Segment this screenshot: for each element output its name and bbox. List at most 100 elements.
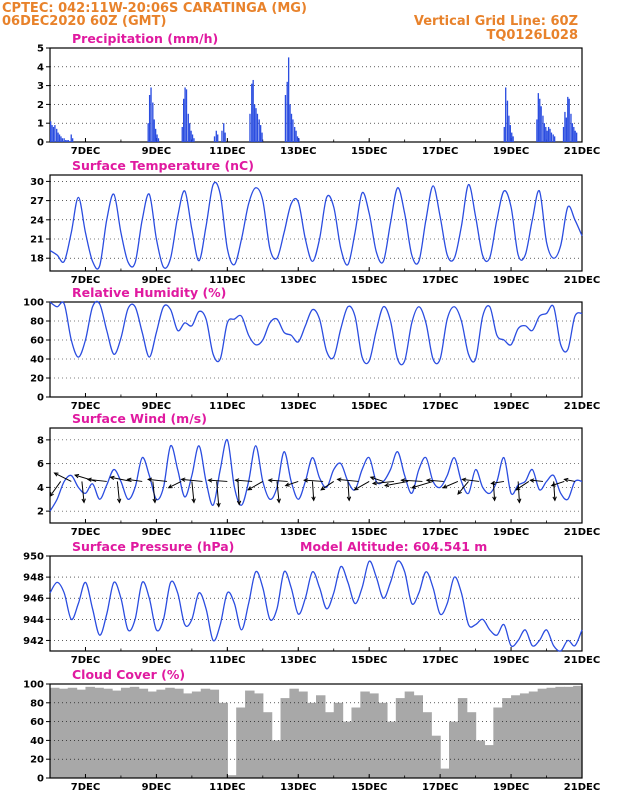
wind-arrow bbox=[247, 481, 264, 491]
precip-bar bbox=[69, 141, 71, 142]
wind-arrow-head bbox=[303, 478, 309, 483]
precip-bar bbox=[148, 95, 151, 142]
y-tick-label: 0 bbox=[37, 393, 44, 404]
wind-arrow-head bbox=[371, 481, 377, 486]
precip-bar bbox=[284, 95, 287, 142]
x-tick-label: 11DEC bbox=[209, 782, 245, 793]
cloud-bar bbox=[191, 691, 202, 778]
wind-arrow-head bbox=[492, 496, 497, 502]
wind-arrow-head bbox=[276, 498, 281, 504]
wind-arrow-head bbox=[207, 478, 213, 483]
y-tick-label: 8 bbox=[37, 435, 44, 446]
cloud-bar bbox=[564, 686, 574, 778]
precip-bar bbox=[553, 136, 556, 142]
y-tick-label: 0 bbox=[37, 138, 44, 149]
precip-bar bbox=[217, 134, 219, 142]
precip-bar bbox=[570, 113, 572, 142]
wind-arrow-head bbox=[86, 477, 92, 482]
y-tick-label: 2 bbox=[37, 507, 44, 518]
precip-bar bbox=[70, 134, 72, 142]
panel-humidity: 0 20 40 60 80 100 7DEC 9DEC 11DEC 13DEC 15DEC 17DEC… bbox=[23, 285, 600, 412]
precip-bar bbox=[57, 132, 59, 142]
cloud-bar bbox=[67, 687, 78, 778]
y-tick-label: 2 bbox=[37, 100, 44, 111]
cloud-bar bbox=[200, 688, 211, 778]
x-tick-label: 13DEC bbox=[280, 655, 316, 666]
panel-title: Surface Pressure (hPa) bbox=[72, 539, 234, 554]
precip-bar bbox=[258, 119, 260, 142]
cloud-bar bbox=[422, 712, 432, 778]
wind-arrow bbox=[74, 474, 97, 482]
x-tick-label: 17DEC bbox=[422, 655, 458, 666]
cloud-bar bbox=[209, 689, 220, 778]
precip-bar bbox=[56, 128, 58, 142]
cloud-bar bbox=[324, 712, 335, 778]
precip-bar bbox=[189, 123, 191, 142]
wind-arrow bbox=[191, 481, 195, 503]
x-tick-label: 13DEC bbox=[280, 782, 316, 793]
wind-arrow bbox=[148, 478, 168, 482]
cloud-bar bbox=[85, 686, 95, 778]
wind-line bbox=[49, 439, 583, 512]
cloud-bar bbox=[76, 689, 87, 778]
precip-bar bbox=[67, 140, 70, 142]
y-tick-label: 1 bbox=[37, 119, 44, 130]
precip-bar bbox=[509, 125, 511, 142]
cloud-bar bbox=[174, 688, 184, 778]
precip-bar bbox=[503, 126, 505, 142]
precip-bar bbox=[221, 130, 223, 142]
x-tick-label: 21DEC bbox=[564, 401, 600, 412]
pressure-line bbox=[49, 560, 583, 652]
wind-arrow bbox=[81, 481, 85, 503]
precip-bar bbox=[66, 140, 68, 142]
cloud-bar bbox=[519, 693, 530, 778]
x-tick-label: 21DEC bbox=[564, 275, 600, 286]
wind-arrow-head bbox=[191, 498, 196, 504]
panel-temperature: 18 21 24 27 30 7DEC 9DEC 11DEC 13DEC 15DEC 17DEC 19… bbox=[30, 158, 600, 286]
x-tick-label: 19DEC bbox=[493, 782, 529, 793]
x-tick-label: 19DEC bbox=[493, 655, 529, 666]
y-tick-label: 0 bbox=[37, 774, 44, 785]
precip-bar bbox=[295, 130, 297, 142]
cloud-bar bbox=[369, 693, 379, 778]
precip-bar bbox=[54, 125, 56, 142]
x-tick-label: 9DEC bbox=[142, 782, 171, 793]
panel-frame bbox=[49, 555, 583, 652]
x-tick-label: 9DEC bbox=[142, 527, 171, 538]
cloud-bar bbox=[218, 702, 228, 778]
precip-bar bbox=[542, 115, 544, 142]
y-tick-label: 40 bbox=[30, 736, 44, 747]
wind-arrow bbox=[530, 479, 544, 482]
wind-arrow-head bbox=[369, 476, 375, 481]
precip-bar bbox=[505, 87, 507, 142]
x-tick-label: 13DEC bbox=[280, 527, 316, 538]
wind-arrow bbox=[208, 479, 228, 482]
cloud-bar bbox=[511, 695, 521, 778]
precip-bar bbox=[575, 132, 578, 142]
wind-arrow bbox=[491, 480, 505, 485]
cloud-bar bbox=[360, 691, 370, 778]
y-tick-label: 100 bbox=[23, 680, 44, 691]
wind-arrow bbox=[515, 481, 530, 491]
x-tick-label: 9DEC bbox=[142, 146, 171, 157]
precip-bar bbox=[259, 125, 262, 142]
wind-arrow-head bbox=[563, 477, 569, 483]
x-tick-label: 11DEC bbox=[209, 401, 245, 412]
precip-bar bbox=[540, 106, 542, 142]
wind-arrow-head bbox=[410, 484, 417, 489]
x-tick-label: 21DEC bbox=[564, 527, 600, 538]
y-tick-label: 20 bbox=[30, 374, 44, 385]
precip-bar bbox=[63, 138, 65, 142]
wind-arrow bbox=[127, 478, 143, 482]
wind-arrow-head bbox=[383, 482, 390, 488]
wind-arrow-head bbox=[550, 482, 556, 487]
wind-arrow bbox=[337, 478, 359, 482]
precip-bar bbox=[252, 79, 254, 142]
y-tick-label: 6 bbox=[37, 459, 44, 470]
wind-arrow bbox=[181, 478, 203, 482]
cloud-bar bbox=[413, 695, 423, 778]
precip-bar bbox=[213, 136, 216, 142]
x-tick-label: 7DEC bbox=[71, 655, 100, 666]
precip-bar bbox=[552, 134, 554, 142]
wind-arrow bbox=[268, 479, 288, 482]
